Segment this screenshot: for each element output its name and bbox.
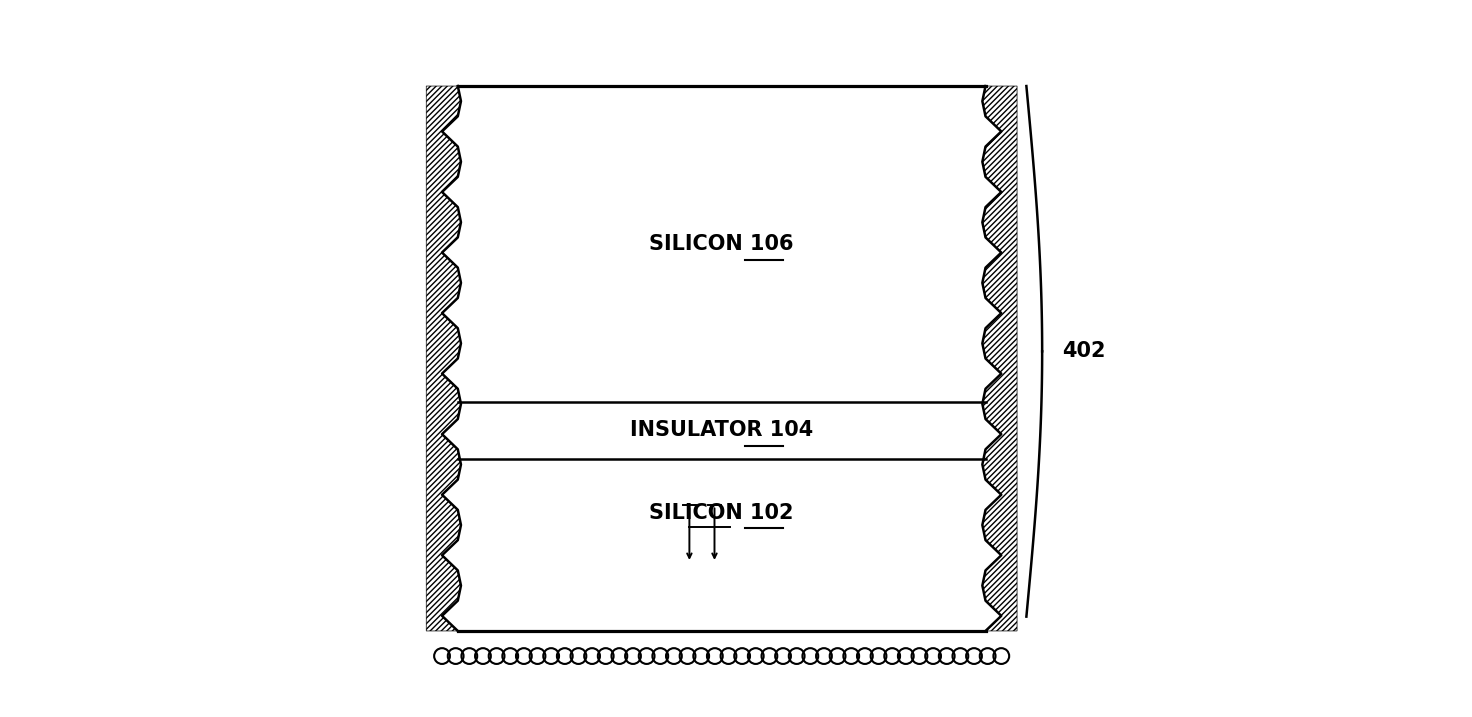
Text: SILICON 106: SILICON 106	[649, 234, 793, 254]
Polygon shape	[982, 86, 1017, 631]
Text: SILICON 102: SILICON 102	[649, 503, 793, 523]
Text: 402: 402	[1063, 341, 1105, 361]
Polygon shape	[427, 86, 461, 631]
Text: INSULATOR 104: INSULATOR 104	[630, 420, 814, 440]
Polygon shape	[458, 86, 986, 631]
